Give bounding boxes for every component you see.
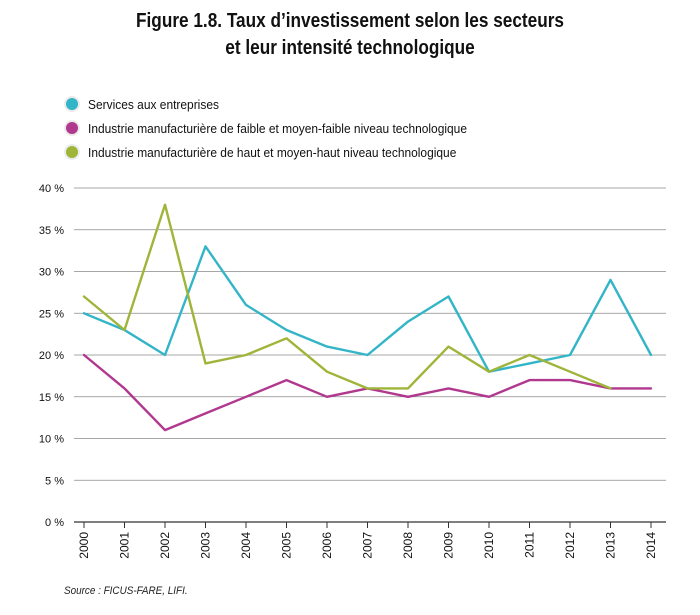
x-tick-label: 2010	[482, 532, 496, 559]
legend-swatch-services	[66, 98, 78, 110]
y-tick-label: 20 %	[39, 350, 64, 362]
x-tick-label: 2014	[644, 532, 658, 559]
y-tick-label: 5 %	[45, 475, 64, 487]
legend-label-services: Services aux entreprises	[88, 96, 219, 112]
chart-title-line-1: Figure 1.8. Taux d’investissement selon …	[136, 10, 564, 32]
x-tick-label: 2002	[158, 532, 172, 559]
chart-title-line-2: et leur intensité technologique	[225, 37, 475, 59]
legend-swatch-haut	[66, 146, 78, 158]
x-tick-label: 2005	[280, 532, 294, 559]
y-tick-label: 30 %	[39, 267, 64, 279]
x-tick-label: 2008	[401, 532, 415, 559]
legend-item-haut: Industrie manufacturière de haut et moye…	[66, 140, 500, 164]
x-tick-label: 2011	[523, 532, 537, 558]
y-tick-label: 10 %	[39, 434, 64, 446]
y-tick-label: 15 %	[39, 392, 64, 404]
series-line-haut	[82, 203, 612, 390]
series-line-faible	[82, 353, 653, 432]
source-note: Source : FICUS-FARE, LIFI.	[64, 585, 188, 597]
x-tick-label: 2012	[563, 532, 577, 559]
x-tick-label: 2013	[604, 532, 618, 559]
x-tick-label: 2000	[77, 532, 91, 559]
legend-label-faible: Industrie manufacturière de faible et mo…	[88, 120, 467, 136]
legend-swatch-faible	[66, 122, 78, 134]
legend-item-services: Services aux entreprises	[66, 92, 500, 116]
legend: Services aux entreprises Industrie manuf…	[66, 92, 500, 164]
series-line-services	[82, 245, 653, 373]
x-tick-label: 2007	[361, 532, 375, 559]
legend-label-haut: Industrie manufacturière de haut et moye…	[88, 144, 457, 160]
y-tick-label: 35 %	[39, 225, 64, 237]
legend-item-faible: Industrie manufacturière de faible et mo…	[66, 116, 500, 140]
y-tick-label: 40 %	[39, 183, 64, 195]
chart-title: Figure 1.8. Taux d’investissement selon …	[49, 8, 651, 62]
x-tick-label: 2006	[320, 532, 334, 559]
y-tick-label: 0 %	[45, 517, 64, 529]
y-tick-label: 25 %	[39, 308, 64, 320]
x-tick-label: 2009	[442, 532, 456, 559]
x-tick-label: 2001	[118, 532, 132, 559]
x-tick-label: 2004	[239, 532, 253, 559]
x-tick-label: 2003	[199, 532, 213, 559]
